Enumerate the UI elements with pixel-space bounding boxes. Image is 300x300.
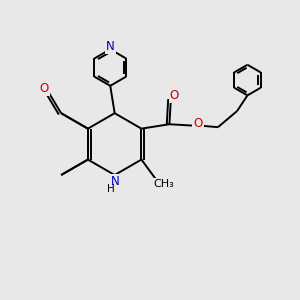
Text: H: H <box>107 184 115 194</box>
Text: N: N <box>111 175 120 188</box>
Text: O: O <box>40 82 49 95</box>
Text: O: O <box>193 117 203 130</box>
Text: O: O <box>170 89 179 102</box>
Text: CH₃: CH₃ <box>154 179 175 189</box>
Text: N: N <box>106 40 115 53</box>
